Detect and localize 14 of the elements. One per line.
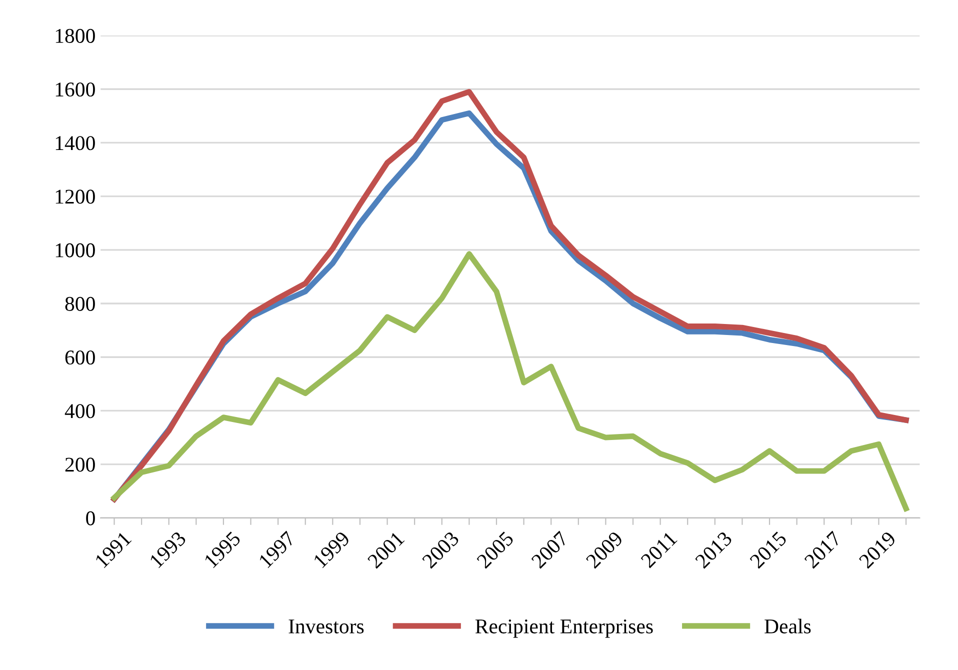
y-tick-label: 1200	[56, 190, 95, 204]
y-tick-label: 1800	[56, 28, 95, 43]
x-tick-label: 1991	[94, 531, 132, 568]
legend-label: Investors	[288, 620, 364, 634]
y-tick-label: 0	[86, 511, 95, 526]
y-tick-label: 200	[65, 458, 95, 472]
y-tick-label: 600	[65, 350, 95, 365]
y-tick-label: 1400	[56, 136, 95, 150]
y-tick-label: 400	[64, 404, 95, 418]
y-tick-label: 800	[65, 296, 95, 311]
y-tick-label: 1600	[56, 82, 95, 97]
legend-label: Deals	[764, 618, 811, 634]
legend-label: Recipient Enterprises	[475, 619, 653, 638]
y-tick-label: 1000	[56, 243, 95, 258]
